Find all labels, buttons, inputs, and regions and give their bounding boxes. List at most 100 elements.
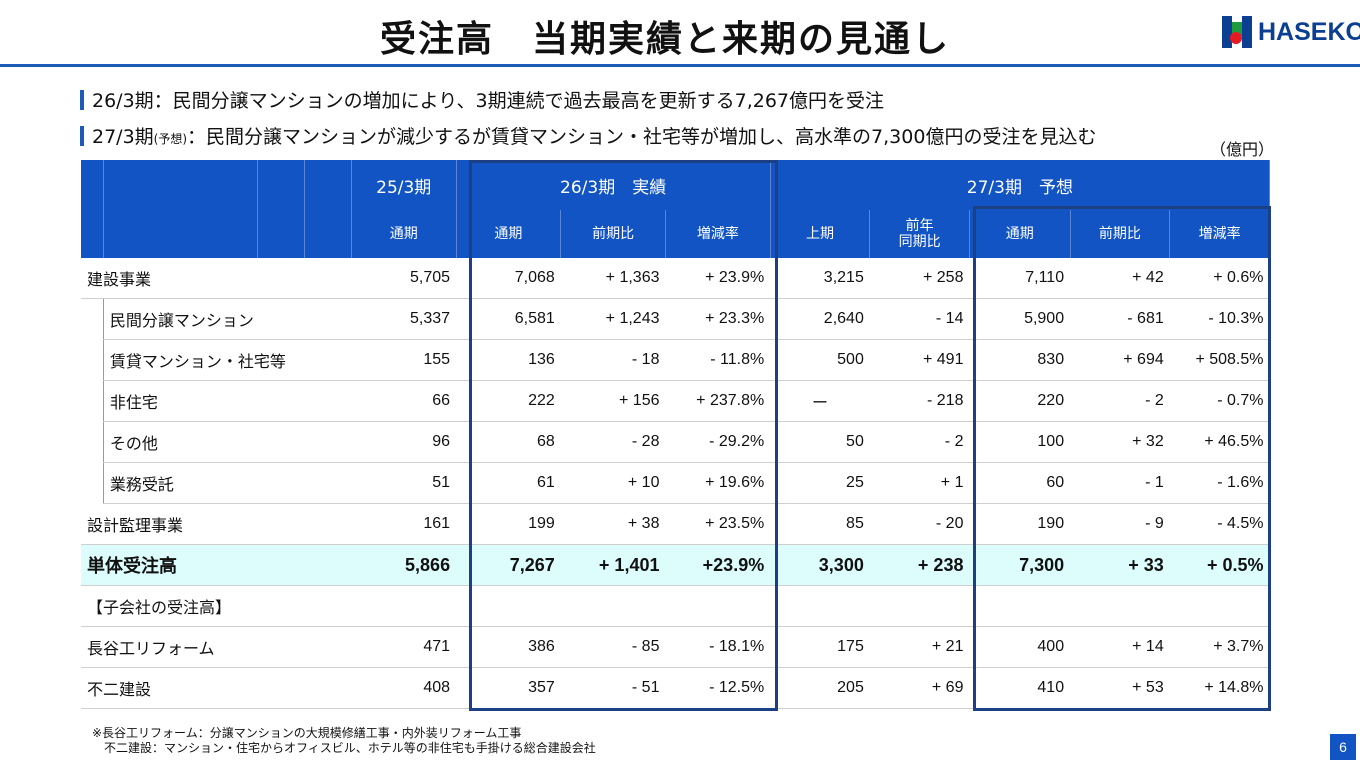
group-header-fy27-forecast: 27/3期 予想 [770,160,1271,210]
headline-2-period: 27/3期 [92,126,154,148]
haseko-logo: HASEKO [1222,16,1360,48]
table-cell: 2,640 [770,298,870,340]
group-header-fy25: 25/3期 [351,160,457,210]
row-label: 建設事業 [81,258,352,299]
table-cell: +23.9% [665,544,771,586]
table-cell: 175 [770,626,870,668]
group-header-fy26-actual: 26/3期 実績 [456,160,771,210]
table-cell: + 19.6% [665,462,771,504]
table-cell: + 23.5% [665,503,771,545]
row-label: その他 [102,421,352,463]
table-cell: - 29.2% [665,421,771,463]
table-cell: - 20 [869,503,970,545]
indent-spacer [81,381,103,422]
table-cell: + 491 [869,339,970,381]
table-row: 業務受託 51 61 + 10 + 19.6% 25 + 1 60- 1- 1.6% [81,462,1270,504]
table-cell: 60 [969,462,1071,504]
table-cell: + 46.5% [1169,421,1270,463]
table-cell: + 14.8% [1169,667,1270,709]
row-label: 民間分譲マンション [102,298,352,340]
table-cell: 66 [351,380,457,422]
table-cell: 61 [456,462,561,504]
sub-header: 前期比 [1070,210,1171,258]
table-cell: - 18.1% [665,626,771,668]
table-cell: - 11.8% [665,339,771,381]
table-cell: - 9 [1070,503,1170,545]
table-cell [1169,585,1270,627]
row-label: 【子会社の受注高】 [81,585,352,627]
sub-header: 通期 [969,210,1071,258]
table-cell: 7,300 [969,544,1071,586]
table-cell: + 42 [1070,258,1170,299]
table-cell: + 1,363 [560,258,666,299]
table-cell: 5,900 [969,298,1071,340]
table-cell: ー [770,380,870,422]
table-cell: + 10 [560,462,666,504]
table-cell: + 238 [869,544,970,586]
footnotes: ※長谷工リフォーム：分譲マンションの大規模修繕工事・内外装リフォーム工事 不二建… [92,726,596,756]
table-cell: + 156 [560,380,666,422]
table-cell: - 28 [560,421,666,463]
table-cell: 5,337 [351,298,457,340]
sub-header: 上期 [770,210,871,258]
table-row: 長谷工リフォーム 471 386- 85- 18.1% 175 + 21 400 + 14 +… [81,626,1270,668]
sub-header: 通期 [351,210,457,258]
table-cell: 155 [351,339,457,381]
table-cell: 357 [456,667,561,709]
headline-1: 26/3期：民間分譲マンションの増加により、3期連続で過去最高を更新する7,26… [80,86,884,113]
footnote: ※長谷工リフォーム：分譲マンションの大規模修繕工事・内外装リフォーム工事 [92,726,522,740]
row-label: 非住宅 [102,380,352,422]
sub-header: 前年 同期比 [869,210,970,258]
table-cell: 471 [351,626,457,668]
indent-spacer [81,299,103,340]
table-cell: 386 [456,626,561,668]
table-cell [1070,585,1170,627]
indent-spacer [81,463,103,504]
table-cell: + 508.5% [1169,339,1270,381]
table-cell: 400 [969,626,1071,668]
table-cell: - 51 [560,667,666,709]
table-cell: + 1,243 [560,298,666,340]
table-cell: 5,705 [351,258,457,299]
table-cell: 85 [770,503,870,545]
table-cell: - 0.7% [1169,380,1270,422]
headline-1-text: 26/3期：民間分譲マンションの増加により、3期連続で過去最高を更新する7,26… [92,90,885,112]
sub-header: 増減率 [1169,210,1270,258]
table-cell: + 1,401 [560,544,666,586]
page-title: 受注高 当期実績と来期の見通し [379,19,950,60]
table-cell: + 38 [560,503,666,545]
table-cell: 51 [351,462,457,504]
table-cell: 96 [351,421,457,463]
table-cell [770,585,870,627]
footnote: 不二建設：マンション・住宅からオフィスビル、ホテル等の非住宅も手掛ける総合建設会… [92,741,596,755]
table-row: その他 96 68- 28- 29.2% 50- 2 100 + 32 + 46.5% [81,421,1270,463]
table-cell: + 694 [1070,339,1170,381]
headline-marker-icon [80,90,84,110]
table-cell: - 1 [1070,462,1170,504]
table-cell [351,585,457,627]
table-cell: - 85 [560,626,666,668]
table-cell: 199 [456,503,561,545]
table-cell: 68 [456,421,561,463]
table-cell: + 32 [1070,421,1170,463]
table-row: 単体受注高 5,866 7,267 + 1,401 +23.9% 3,300 + 238 7,… [81,544,1270,586]
table-cell [969,585,1071,627]
table-cell [560,585,666,627]
row-label: 賃貸マンション・社宅等 [102,339,352,381]
row-label: 長谷工リフォーム [81,626,352,668]
table-cell [869,585,970,627]
table-cell: 410 [969,667,1071,709]
table-row: 賃貸マンション・社宅等 155 136- 18- 11.8% 500 + 491 830 +… [81,339,1270,381]
indent-spacer [81,340,103,381]
table-cell: - 218 [869,380,970,422]
table-cell: 7,068 [456,258,561,299]
table-cell: 500 [770,339,870,381]
table-cell: + 14 [1070,626,1170,668]
page-number: 6 [1330,734,1356,760]
table-cell: 100 [969,421,1071,463]
row-label: 設計監理事業 [81,503,352,545]
logo-text: HASEKO [1258,17,1360,46]
title-rule [0,64,1360,67]
sub-header: 通期 [456,210,562,258]
orders-table: 25/3期 26/3期 実績 27/3期 予想 通期 通期 前期比 増減率 上期… [81,160,1271,709]
